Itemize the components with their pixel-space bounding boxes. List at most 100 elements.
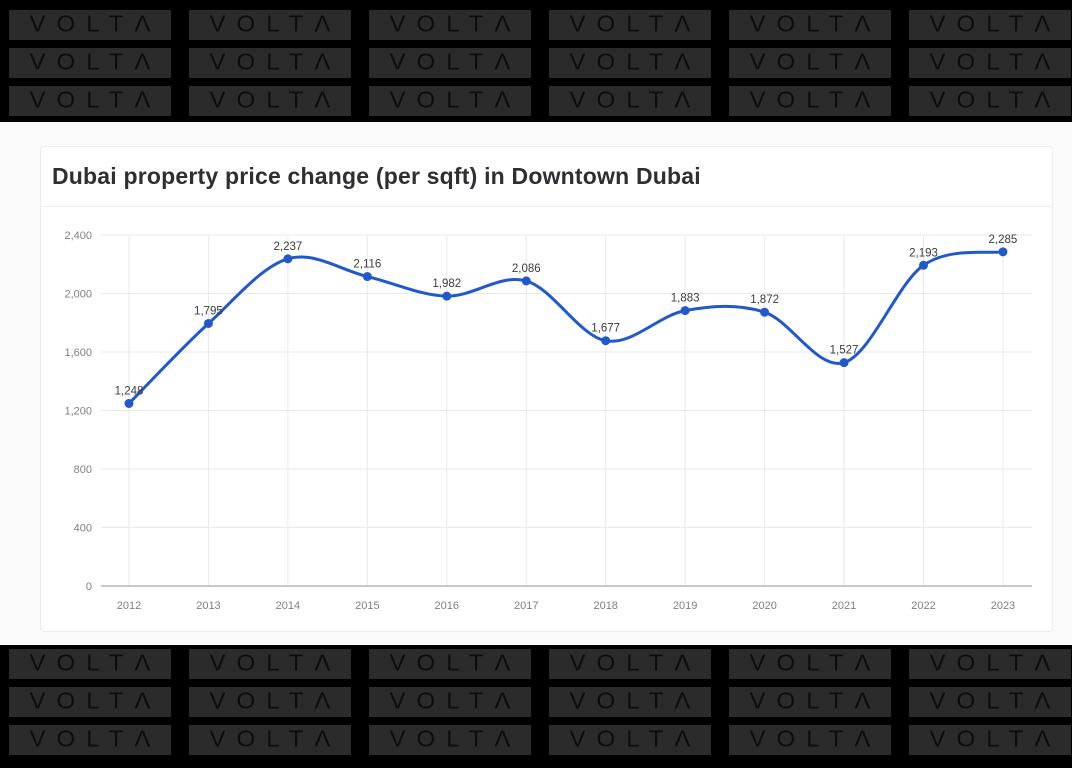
volta-logo-text: VOLTΛ	[389, 726, 522, 753]
volta-logo-tile: VOLTΛ	[549, 48, 711, 78]
x-axis-tick-label: 2013	[196, 600, 220, 612]
page-background: Dubai property price change (per sqft) i…	[0, 122, 1072, 645]
volta-logo-tile: VOLTΛ	[369, 687, 531, 717]
data-point[interactable]	[203, 318, 213, 328]
volta-logo-tile: VOLTΛ	[369, 649, 531, 679]
x-axis-tick-label: 2021	[832, 600, 856, 612]
data-point[interactable]	[919, 260, 928, 270]
data-point[interactable]	[601, 336, 611, 346]
volta-logo-tile: VOLTΛ	[369, 10, 531, 40]
volta-logo-tile: VOLTΛ	[729, 86, 891, 116]
volta-logo-tile: VOLTΛ	[909, 649, 1071, 679]
volta-logo-text: VOLTΛ	[209, 650, 342, 677]
volta-logo-text: VOLTΛ	[569, 688, 702, 715]
volta-logo-tile: VOLTΛ	[729, 687, 891, 717]
volta-logo-tile: VOLTΛ	[729, 725, 891, 755]
volta-logo-tile: VOLTΛ	[909, 86, 1071, 116]
x-axis-tick-label: 2014	[276, 600, 300, 612]
y-axis-tick-label: 2,400	[64, 230, 92, 242]
data-point[interactable]	[124, 398, 134, 408]
data-point[interactable]	[680, 306, 690, 316]
volta-logo-tile: VOLTΛ	[9, 48, 171, 78]
volta-logo-text: VOLTΛ	[929, 49, 1062, 76]
y-axis-tick-label: 1,600	[64, 347, 92, 359]
x-axis-tick-label: 2019	[673, 600, 697, 612]
chart-card: Dubai property price change (per sqft) i…	[40, 146, 1053, 632]
volta-logo-text: VOLTΛ	[929, 11, 1062, 38]
y-axis-tick-label: 800	[74, 464, 92, 476]
volta-logo-tile: VOLTΛ	[9, 10, 171, 40]
volta-logo-tile: VOLTΛ	[729, 649, 891, 679]
volta-logo-tile: VOLTΛ	[9, 649, 171, 679]
volta-logo-text: VOLTΛ	[389, 49, 522, 76]
x-axis-tick-label: 2022	[911, 600, 935, 612]
volta-logo-text: VOLTΛ	[569, 726, 702, 753]
volta-logo-tile: VOLTΛ	[729, 10, 891, 40]
volta-logo-tile: VOLTΛ	[369, 86, 531, 116]
chart-card-header: Dubai property price change (per sqft) i…	[41, 147, 1052, 207]
data-point[interactable]	[283, 254, 293, 264]
data-point-label: 2,285	[989, 234, 1018, 246]
volta-logo-text: VOLTΛ	[29, 726, 162, 753]
volta-logo-text: VOLTΛ	[749, 650, 882, 677]
volta-logo-text: VOLTΛ	[749, 688, 882, 715]
volta-logo-tile: VOLTΛ	[189, 86, 351, 116]
data-point[interactable]	[839, 358, 849, 368]
data-point-label: 1,795	[194, 305, 223, 317]
volta-logo-text: VOLTΛ	[209, 49, 342, 76]
volta-logo-text: VOLTΛ	[569, 11, 702, 38]
volta-logo-tile: VOLTΛ	[189, 10, 351, 40]
x-axis-tick-label: 2012	[117, 600, 141, 612]
volta-logo-tile: VOLTΛ	[189, 687, 351, 717]
x-axis-tick-label: 2020	[752, 600, 776, 612]
data-point-label: 1,872	[750, 294, 779, 306]
volta-logo-text: VOLTΛ	[29, 49, 162, 76]
volta-logo-text: VOLTΛ	[929, 650, 1062, 677]
chart-plot-area: 0 400 800 1,200 1,600 2,000 2,400 2012 2013 2014 2…	[41, 207, 1052, 631]
data-point[interactable]	[521, 276, 531, 286]
data-point[interactable]	[362, 272, 372, 282]
data-point-label: 2,116	[353, 259, 381, 271]
volta-logo-text: VOLTΛ	[569, 49, 702, 76]
volta-logo-text: VOLTΛ	[929, 688, 1062, 715]
volta-logo-tile: VOLTΛ	[9, 687, 171, 717]
data-point-label: 2,193	[909, 247, 938, 259]
volta-logo-text: VOLTΛ	[749, 726, 882, 753]
volta-logo-tile: VOLTΛ	[549, 725, 711, 755]
y-axis-tick-label: 1,200	[64, 406, 92, 418]
x-axis-tick-label: 2018	[593, 600, 617, 612]
volta-logo-text: VOLTΛ	[29, 87, 162, 114]
data-point[interactable]	[442, 291, 452, 301]
y-axis-tick-label: 2,000	[64, 289, 92, 301]
data-point[interactable]	[760, 307, 770, 317]
volta-logo-tile: VOLTΛ	[909, 687, 1071, 717]
volta-logo-text: VOLTΛ	[569, 87, 702, 114]
x-axis-tick-label: 2015	[355, 600, 379, 612]
volta-logo-text: VOLTΛ	[389, 650, 522, 677]
data-point-label: 1,982	[432, 278, 461, 290]
volta-logo-tile: VOLTΛ	[9, 86, 171, 116]
volta-logo-text: VOLTΛ	[209, 11, 342, 38]
volta-logo-tile: VOLTΛ	[369, 48, 531, 78]
volta-logo-tile: VOLTΛ	[189, 725, 351, 755]
volta-logo-text: VOLTΛ	[389, 87, 522, 114]
x-axis-tick-label: 2017	[514, 600, 538, 612]
top-watermark-band: VOLTΛ VOLTΛ VOLTΛ VOLTΛ VOLTΛ VOLTΛ VOLTΛ VOLTΛ…	[0, 0, 1072, 122]
data-point-label: 2,086	[512, 263, 541, 275]
volta-logo-tile: VOLTΛ	[729, 48, 891, 78]
data-point-label: 1,677	[591, 323, 620, 335]
volta-logo-tile: VOLTΛ	[549, 687, 711, 717]
volta-logo-text: VOLTΛ	[29, 11, 162, 38]
data-point[interactable]	[998, 247, 1008, 257]
x-axis-tick-label: 2016	[435, 600, 459, 612]
volta-logo-tile: VOLTΛ	[189, 649, 351, 679]
volta-logo-tile: VOLTΛ	[9, 725, 171, 755]
line-chart: 0 400 800 1,200 1,600 2,000 2,400 2012 2013 2014 2…	[64, 230, 1032, 612]
volta-logo-text: VOLTΛ	[29, 688, 162, 715]
price-line-series	[127, 250, 1005, 405]
y-axis-tick-label: 0	[86, 581, 92, 593]
volta-logo-text: VOLTΛ	[29, 650, 162, 677]
volta-logo-text: VOLTΛ	[569, 650, 702, 677]
bottom-watermark-band: VOLTΛ VOLTΛ VOLTΛ VOLTΛ VOLTΛ VOLTΛ VOLTΛ VOLTΛ…	[0, 645, 1072, 768]
data-point-label: 2,237	[274, 241, 303, 253]
